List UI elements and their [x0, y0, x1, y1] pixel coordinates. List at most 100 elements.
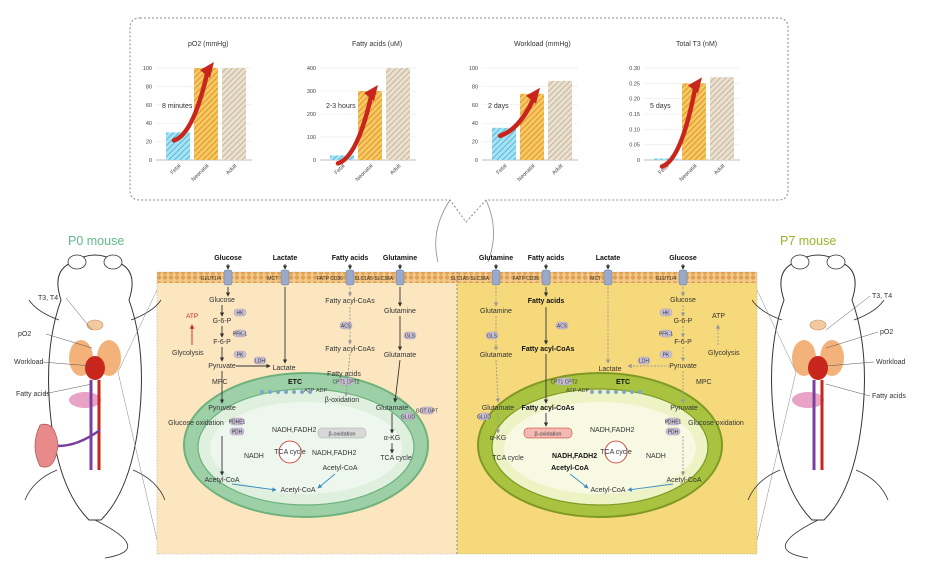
- bar-adult: [386, 68, 410, 160]
- enzyme-badge: HK: [659, 308, 673, 316]
- chart-title: pO2 (mmHg): [188, 41, 228, 48]
- enzyme-badge: PK: [233, 350, 247, 358]
- left-cell-pathways: Glucose Lactate Fatty acids Glutamine GLUT1/…: [168, 255, 438, 494]
- enzyme-label: HK: [663, 310, 671, 316]
- acetyl-coa-label: Acetyl-CoA: [204, 477, 239, 484]
- glycolysis-intermediate: Pyruvate: [208, 363, 236, 370]
- substrate-input: Glucose: [214, 255, 242, 262]
- acetyl-coa-label: Acetyl-CoA: [280, 487, 315, 494]
- y-tick-label: 100: [143, 66, 152, 72]
- fatty-acyl-coa-label: Fatty acyl-CoAs: [325, 298, 375, 305]
- liver: [69, 392, 101, 408]
- fatty-acyl-coa-label: Fatty acyl-CoAs: [522, 346, 575, 353]
- etc-complex: [308, 390, 312, 394]
- trend-arrow: [659, 77, 702, 169]
- acetyl-coa-label: Acetyl-CoA: [666, 477, 701, 484]
- flux-arrow: [317, 473, 336, 489]
- y-tick-label: 20: [472, 140, 478, 146]
- transporter: FATP CD36: [513, 269, 551, 286]
- enzyme-label: PDH: [668, 429, 679, 435]
- y-tick-label: 300: [307, 89, 316, 95]
- mitochondrion-right: [477, 372, 723, 518]
- time-annotation: 8 minutes: [162, 103, 193, 110]
- enzyme-badge: PDH: [229, 427, 245, 435]
- etc-complex: [622, 390, 626, 394]
- flux-arrow: [569, 473, 589, 489]
- enzyme-badge: PFK-1: [233, 329, 247, 337]
- enzyme-badge: HK: [233, 308, 247, 316]
- trend-arrow: [497, 87, 540, 139]
- zoom-line: [117, 289, 158, 373]
- mouse-tail: [94, 519, 128, 559]
- acetyl-coa-label: Acetyl-CoA: [551, 465, 589, 472]
- transporter-label: FATP CD36: [317, 276, 343, 282]
- enzyme-badge: ACS: [555, 321, 569, 329]
- p0-mouse-label: P0 mouse: [68, 234, 124, 248]
- enzyme-label: CPT1 CPT2: [333, 379, 360, 385]
- atp-label: ATP: [566, 388, 577, 394]
- y-tick-label: 0.20: [629, 97, 640, 103]
- chart-title: Workload (mmHg): [514, 41, 571, 48]
- time-annotation: 2-3 hours: [326, 103, 356, 110]
- nadh-fadh2-label: NADH,FADH2: [590, 427, 634, 434]
- y-tick-label: 40: [146, 121, 152, 127]
- left-mouse: T3, T4 pO2 Workload Fatty acids: [14, 254, 166, 559]
- glycolysis-intermediate: G-6-P: [674, 318, 693, 325]
- y-tick-label: 40: [472, 121, 478, 127]
- substrate-input: Fatty acids: [528, 255, 565, 262]
- right-cell-pathways: Glutamine Fatty acids Lactate Glucose SLC1A5…: [450, 255, 744, 494]
- glycolysis-intermediate: F-6-P: [674, 339, 692, 346]
- enzyme-badge: PFK-1: [659, 329, 673, 337]
- transporter: MCT: [267, 269, 290, 286]
- y-tick-label: 60: [472, 103, 478, 109]
- etc-complex: [590, 390, 594, 394]
- right-mouse: T3, T4 pO2 Workload Fatty acids: [747, 254, 906, 559]
- enzyme-label: ACS: [341, 323, 352, 329]
- enzyme-label: LDH: [639, 358, 649, 364]
- tca-cycle-circle: [278, 440, 302, 464]
- enzyme-label: PDHE1: [229, 419, 246, 425]
- glucose-oxidation-label: Glucose oxidation: [168, 420, 224, 427]
- time-annotation: 5 days: [650, 103, 671, 110]
- y-tick-label: 60: [146, 103, 152, 109]
- enzyme-label: GLS: [405, 333, 416, 339]
- mouse-tail: [785, 519, 819, 559]
- substrate-input: Lactate: [273, 255, 298, 262]
- etc-complex: [614, 390, 618, 394]
- transporter: GLUT1/4: [201, 269, 233, 286]
- tca-cycle-label: TCA cycle: [274, 449, 306, 456]
- beta-oxidation-box: [523, 427, 573, 439]
- bar-fetal: [330, 155, 354, 160]
- liver: [792, 392, 824, 408]
- atp-label: ATP: [186, 313, 198, 320]
- enzyme-label: PK: [663, 352, 670, 358]
- enzyme-label: GLUD: [401, 414, 415, 420]
- mouse-annotation: T3, T4: [38, 295, 58, 302]
- enzyme-label: CPT1 CPT2: [551, 379, 578, 385]
- tca-cycle-label: TCA cycle: [600, 449, 632, 456]
- alpha-kg-label: α-KG: [384, 435, 401, 442]
- enzyme-label: GLS: [487, 333, 498, 339]
- enzyme-label: PDH: [232, 429, 243, 435]
- zoom-line: [117, 371, 158, 541]
- lactate-label: Lactate: [273, 365, 296, 372]
- etc-label: ETC: [288, 379, 302, 386]
- mouse-annotation: pO2: [18, 331, 31, 338]
- adp-label: ADP: [316, 388, 328, 394]
- etc-label: ETC: [616, 379, 630, 386]
- etc-complex: [260, 390, 264, 394]
- mouse-body: [771, 254, 865, 521]
- mouse-annotation: Fatty acids: [16, 391, 50, 398]
- mouse-annotation: Workload: [14, 359, 44, 366]
- enzyme-label: GLUD: [477, 414, 491, 420]
- heart: [85, 356, 105, 380]
- enzyme-label: PK: [237, 352, 244, 358]
- fatty-acids-label: Fatty acids: [528, 298, 565, 305]
- substrate-input: Glucose: [669, 255, 697, 262]
- mouse-annotation: Fatty acids: [872, 393, 906, 400]
- zoom-line: [756, 289, 797, 373]
- transporter: FATP CD36: [317, 269, 355, 286]
- glycolysis-intermediate: F-6-P: [213, 339, 231, 346]
- y-tick-label: 100: [469, 66, 478, 72]
